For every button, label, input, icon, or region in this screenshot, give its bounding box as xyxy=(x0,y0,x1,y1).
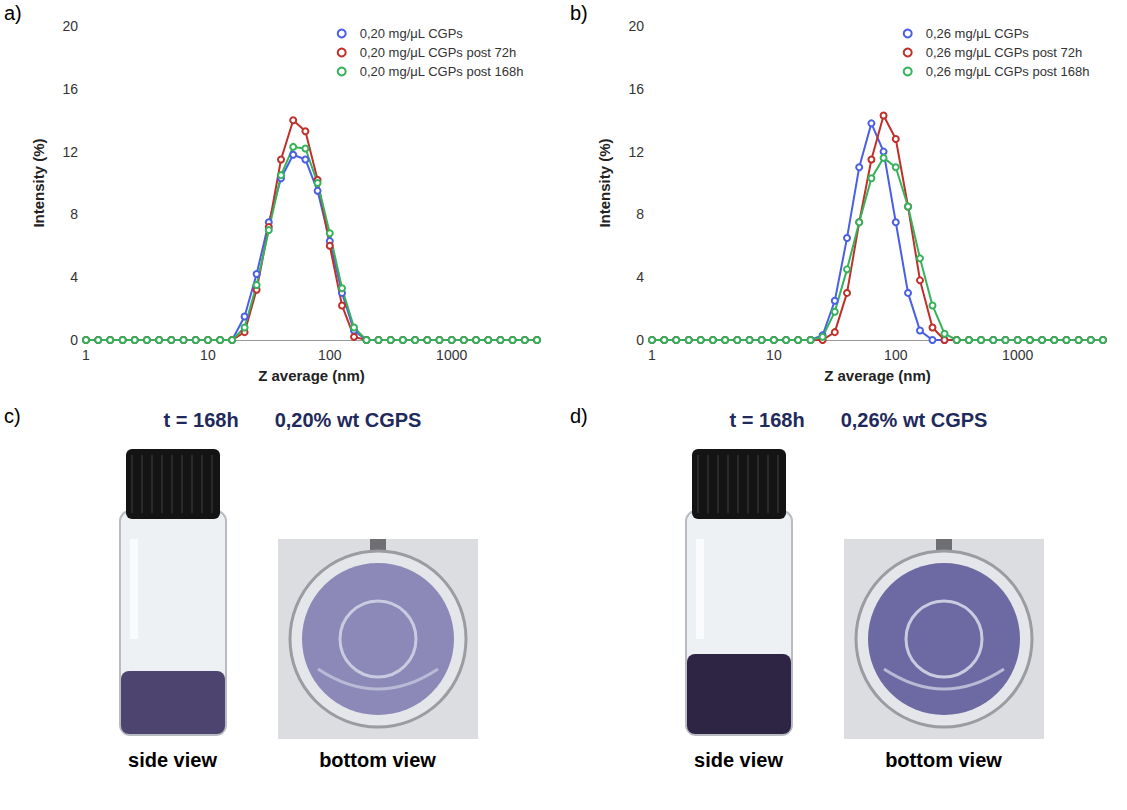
svg-text:0,20 mg/μL CGPs: 0,20 mg/μL CGPs xyxy=(360,26,464,41)
svg-text:100: 100 xyxy=(884,347,908,363)
svg-text:100: 100 xyxy=(318,347,342,363)
svg-text:0: 0 xyxy=(636,332,644,348)
svg-text:1: 1 xyxy=(648,347,656,363)
svg-text:1000: 1000 xyxy=(1002,347,1033,363)
svg-text:Z average (nm): Z average (nm) xyxy=(824,367,931,384)
html-text:a): a) xyxy=(4,2,22,24)
html-text:bottom view: bottom view xyxy=(319,749,436,771)
svg-text:1: 1 xyxy=(82,347,90,363)
svg-text:Intensity (%): Intensity (%) xyxy=(30,138,47,227)
svg-text:12: 12 xyxy=(62,144,78,160)
svg-text:0,20 mg/μL CGPs post 168h: 0,20 mg/μL CGPs post 168h xyxy=(360,64,524,79)
html-text:0,20% wt CGPS: 0,20% wt CGPS xyxy=(274,409,422,431)
svg-text:0,20 mg/μL CGPs post 72h: 0,20 mg/μL CGPs post 72h xyxy=(360,45,517,60)
svg-text:20: 20 xyxy=(62,18,78,34)
svg-text:0: 0 xyxy=(70,332,78,348)
svg-text:12: 12 xyxy=(628,144,644,160)
html-text:d): d) xyxy=(570,405,588,427)
svg-text:16: 16 xyxy=(62,81,78,97)
svg-text:4: 4 xyxy=(636,269,644,285)
html-text:t = 168h: t = 168h xyxy=(729,409,805,431)
html-text:t = 168h: t = 168h xyxy=(163,409,239,431)
svg-text:10: 10 xyxy=(766,347,782,363)
svg-text:Intensity (%): Intensity (%) xyxy=(596,138,613,227)
html-text:c): c) xyxy=(4,405,21,427)
html-text:side view: side view xyxy=(694,749,783,771)
svg-text:4: 4 xyxy=(70,269,78,285)
html-text:0,26% wt CGPS: 0,26% wt CGPS xyxy=(840,409,988,431)
svg-text:8: 8 xyxy=(636,206,644,222)
svg-text:8: 8 xyxy=(70,206,78,222)
svg-text:0,26 mg/μL CGPs post 72h: 0,26 mg/μL CGPs post 72h xyxy=(926,45,1083,60)
svg-text:20: 20 xyxy=(628,18,644,34)
svg-text:16: 16 xyxy=(628,81,644,97)
svg-text:10: 10 xyxy=(200,347,216,363)
html-text:bottom view: bottom view xyxy=(885,749,1002,771)
html-text:b): b) xyxy=(570,2,588,24)
svg-text:0,26 mg/μL CGPs: 0,26 mg/μL CGPs xyxy=(926,26,1030,41)
svg-text:1000: 1000 xyxy=(436,347,467,363)
svg-text:0,26 mg/μL CGPs post 168h: 0,26 mg/μL CGPs post 168h xyxy=(926,64,1090,79)
html-text:side view: side view xyxy=(128,749,217,771)
svg-text:Z average (nm): Z average (nm) xyxy=(258,367,365,384)
